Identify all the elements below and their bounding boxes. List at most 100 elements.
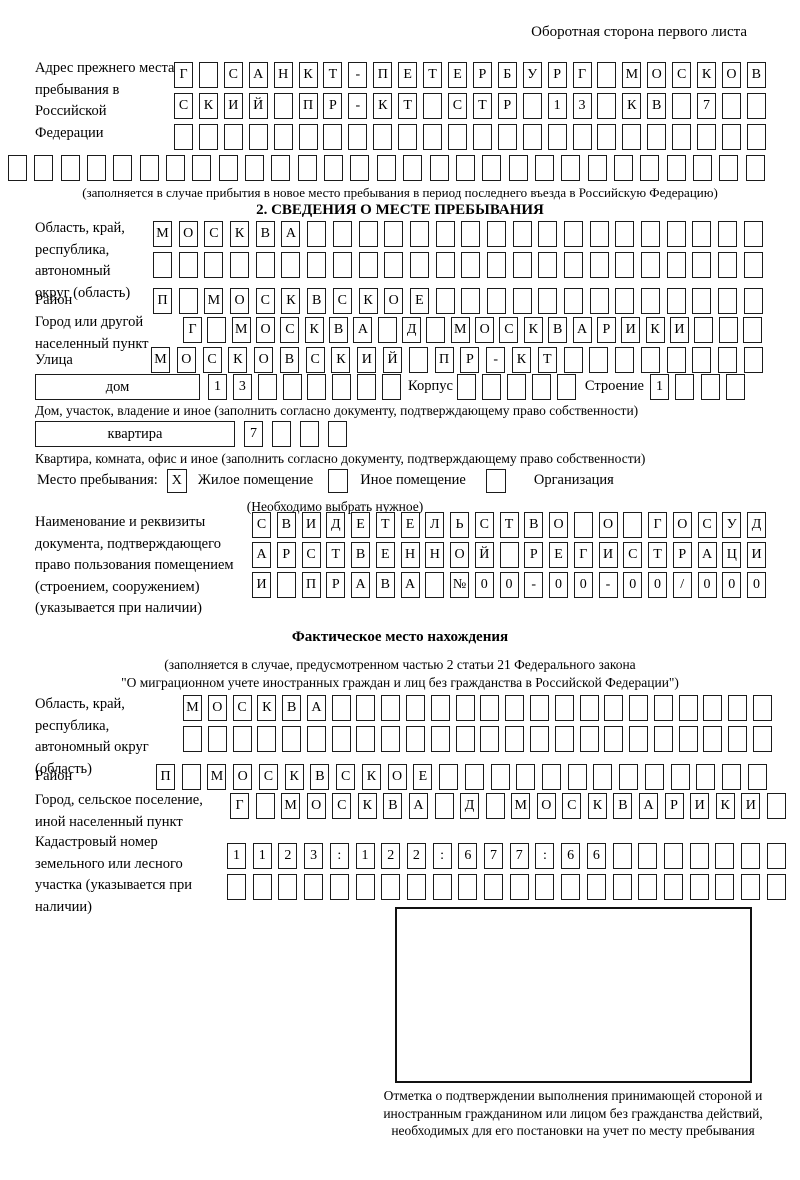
- form-cell[interactable]: [425, 572, 445, 598]
- form-cell[interactable]: С: [255, 288, 275, 314]
- form-cell[interactable]: С: [232, 695, 252, 721]
- form-cell[interactable]: В: [310, 764, 330, 790]
- form-cell[interactable]: [307, 221, 327, 247]
- form-cell[interactable]: А: [408, 793, 428, 819]
- form-cell[interactable]: -: [486, 347, 506, 373]
- form-cell[interactable]: И: [301, 512, 321, 538]
- form-cell[interactable]: [743, 288, 763, 314]
- form-cell[interactable]: И: [621, 317, 641, 343]
- form-cell[interactable]: [278, 874, 298, 900]
- form-cell[interactable]: [573, 512, 593, 538]
- form-cell[interactable]: К: [361, 764, 381, 790]
- form-cell[interactable]: С: [202, 347, 222, 373]
- form-cell[interactable]: [458, 874, 478, 900]
- form-cell[interactable]: [589, 288, 609, 314]
- form-cell[interactable]: [535, 874, 555, 900]
- form-cell[interactable]: А: [351, 572, 370, 598]
- form-cell[interactable]: Е: [447, 62, 467, 88]
- form-cell[interactable]: М: [207, 764, 227, 790]
- form-cell[interactable]: [604, 726, 624, 752]
- stay-type-checkbox-organization[interactable]: [485, 469, 506, 493]
- form-cell[interactable]: С: [332, 288, 352, 314]
- form-cell[interactable]: А: [572, 317, 592, 343]
- form-cell[interactable]: [482, 155, 502, 181]
- form-cell[interactable]: [490, 764, 510, 790]
- form-cell[interactable]: [719, 155, 739, 181]
- form-cell[interactable]: Г: [648, 512, 667, 538]
- form-cell[interactable]: Р: [524, 542, 544, 568]
- form-cell[interactable]: Т: [472, 93, 492, 119]
- form-cell[interactable]: [597, 62, 617, 88]
- form-cell[interactable]: М: [151, 347, 170, 373]
- form-cell[interactable]: [358, 221, 378, 247]
- form-cell[interactable]: Т: [323, 62, 343, 88]
- form-cell[interactable]: [486, 221, 506, 247]
- form-cell[interactable]: [455, 155, 475, 181]
- form-cell[interactable]: [640, 155, 660, 181]
- form-cell[interactable]: И: [669, 317, 689, 343]
- form-cell[interactable]: [745, 155, 765, 181]
- form-cell[interactable]: [181, 764, 201, 790]
- form-cell[interactable]: :: [432, 843, 452, 869]
- form-cell[interactable]: 7: [697, 93, 717, 119]
- form-cell[interactable]: [506, 374, 526, 400]
- form-cell[interactable]: [356, 726, 376, 752]
- form-cell[interactable]: К: [523, 317, 543, 343]
- form-cell[interactable]: В: [255, 221, 275, 247]
- form-cell[interactable]: Н: [273, 62, 293, 88]
- form-cell[interactable]: [653, 695, 673, 721]
- form-cell[interactable]: [638, 843, 658, 869]
- form-cell[interactable]: [304, 874, 324, 900]
- form-cell[interactable]: И: [741, 793, 761, 819]
- form-cell[interactable]: О: [549, 512, 568, 538]
- form-cell[interactable]: Д: [747, 512, 766, 538]
- form-cell[interactable]: Г: [573, 542, 593, 568]
- form-cell[interactable]: [423, 93, 443, 119]
- form-cell[interactable]: [692, 155, 712, 181]
- form-cell[interactable]: [728, 695, 748, 721]
- form-cell[interactable]: [423, 124, 443, 150]
- form-cell[interactable]: С: [332, 793, 352, 819]
- form-cell[interactable]: [718, 288, 738, 314]
- form-cell[interactable]: 0: [697, 572, 717, 598]
- form-cell[interactable]: Р: [326, 572, 346, 598]
- form-cell[interactable]: [204, 252, 224, 278]
- form-cell[interactable]: С: [623, 542, 643, 568]
- form-cell[interactable]: [464, 764, 484, 790]
- form-cell[interactable]: [561, 155, 581, 181]
- form-cell[interactable]: [257, 726, 277, 752]
- form-cell[interactable]: [721, 124, 741, 150]
- form-cell[interactable]: [572, 124, 592, 150]
- form-cell[interactable]: [666, 155, 686, 181]
- form-cell[interactable]: [486, 252, 506, 278]
- form-cell[interactable]: Т: [326, 542, 346, 568]
- form-cell[interactable]: [505, 695, 525, 721]
- form-cell[interactable]: М: [231, 317, 251, 343]
- form-cell[interactable]: Р: [472, 62, 492, 88]
- form-cell[interactable]: О: [207, 695, 227, 721]
- form-cell[interactable]: О: [256, 317, 276, 343]
- form-cell[interactable]: С: [301, 542, 321, 568]
- form-cell[interactable]: [455, 726, 475, 752]
- form-cell[interactable]: [564, 288, 583, 314]
- form-cell[interactable]: [472, 124, 492, 150]
- form-cell[interactable]: [426, 317, 446, 343]
- form-cell[interactable]: [694, 317, 714, 343]
- form-cell[interactable]: :: [329, 843, 349, 869]
- form-cell[interactable]: К: [645, 317, 665, 343]
- form-cell[interactable]: К: [228, 347, 248, 373]
- form-cell[interactable]: [742, 317, 762, 343]
- form-cell[interactable]: О: [721, 62, 741, 88]
- form-cell[interactable]: С: [499, 317, 519, 343]
- form-cell[interactable]: Г: [230, 793, 249, 819]
- form-cell[interactable]: Е: [351, 512, 370, 538]
- form-cell[interactable]: -: [598, 572, 618, 598]
- form-cell[interactable]: [718, 252, 738, 278]
- form-cell[interactable]: [666, 221, 686, 247]
- form-cell[interactable]: Е: [400, 512, 420, 538]
- form-cell[interactable]: Т: [537, 347, 557, 373]
- form-cell[interactable]: [663, 874, 683, 900]
- form-cell[interactable]: [638, 874, 658, 900]
- form-cell[interactable]: А: [353, 317, 373, 343]
- form-cell[interactable]: [538, 221, 558, 247]
